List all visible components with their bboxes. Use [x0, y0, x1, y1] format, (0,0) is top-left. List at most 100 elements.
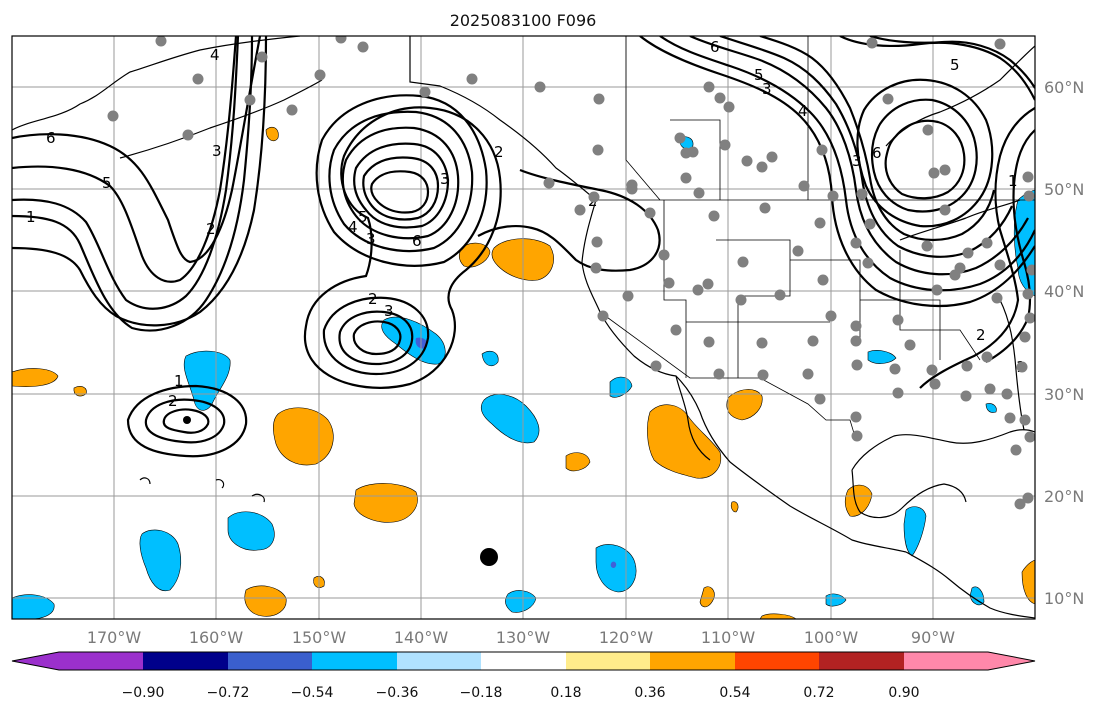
station-marker — [574, 204, 586, 216]
colorbar-ticks: −0.90 −0.72 −0.54 −0.36 −0.18 0.18 0.36 … — [122, 685, 920, 701]
station-marker — [650, 360, 662, 372]
station-marker — [719, 139, 731, 151]
lon-label: 120°W — [599, 628, 654, 647]
lon-label: 170°W — [87, 628, 142, 647]
contour-label: 4 — [210, 46, 220, 64]
contour-label: 4 — [348, 218, 358, 236]
contour-label: 2 — [168, 392, 178, 410]
station-marker — [939, 204, 951, 216]
station-marker — [357, 41, 369, 53]
station-marker — [949, 269, 961, 281]
lat-label: 20°N — [1044, 487, 1084, 506]
colorbar-outline — [11, 651, 1036, 671]
station-marker — [592, 144, 604, 156]
station-marker — [766, 151, 778, 163]
colorbar-segments — [59, 652, 988, 670]
contour-label: 3 — [384, 302, 394, 320]
colorbar-min-arrow — [12, 652, 59, 670]
colorbar-tick: −0.72 — [207, 685, 250, 701]
colorbar-segment — [904, 652, 988, 670]
contour-label: 3 — [852, 152, 862, 170]
station-marker — [713, 368, 725, 380]
station-marker — [622, 290, 634, 302]
colorbar-tick: 0.18 — [550, 685, 581, 701]
station-marker — [807, 335, 819, 347]
political-borders — [596, 36, 1035, 441]
contour-label: 1 — [174, 372, 184, 390]
station-marker — [703, 81, 715, 93]
contour-label: 3 — [440, 170, 450, 188]
lat-label: 40°N — [1044, 282, 1084, 301]
station-marker — [714, 92, 726, 104]
station-marker — [693, 187, 705, 199]
station-marker — [1022, 288, 1034, 300]
station-marker — [107, 110, 119, 122]
contour-label: 6 — [872, 144, 882, 162]
station-marker — [981, 351, 993, 363]
colorbar-tick: 0.90 — [888, 685, 919, 701]
station-marker — [757, 369, 769, 381]
station-marker — [1016, 361, 1028, 373]
contour-label: 5 — [102, 174, 112, 192]
station-markers — [107, 36, 1035, 510]
lon-label: 160°W — [189, 628, 244, 647]
contour-label: 2 — [976, 326, 986, 344]
colorbar-tick: −0.90 — [122, 685, 165, 701]
figure-title: 2025083100 F096 — [450, 11, 597, 30]
contour-label: 6 — [412, 232, 422, 250]
colorbar-segment — [566, 652, 650, 670]
station-marker — [674, 132, 686, 144]
station-marker — [991, 292, 1003, 304]
station-marker — [591, 236, 603, 248]
colorbar-max-arrow — [988, 652, 1035, 670]
lat-label: 30°N — [1044, 385, 1084, 404]
station-marker — [644, 207, 656, 219]
station-marker — [419, 86, 431, 98]
station-marker — [866, 37, 878, 49]
station-marker — [981, 237, 993, 249]
station-marker — [626, 179, 638, 191]
station-marker — [939, 164, 951, 176]
station-marker — [961, 360, 973, 372]
colorbar-segment — [650, 652, 735, 670]
station-marker — [926, 364, 938, 376]
contour-label: 2 — [368, 290, 378, 308]
longitude-labels: 170°W 160°W 150°W 140°W 130°W 120°W 110°… — [87, 628, 955, 647]
station-marker — [1024, 312, 1035, 324]
station-marker — [850, 411, 862, 423]
station-marker — [335, 36, 347, 44]
station-marker — [864, 218, 876, 230]
station-marker — [286, 104, 298, 116]
latitude-labels: 60°N 50°N 40°N 30°N 20°N 10°N — [1044, 78, 1084, 608]
station-marker — [851, 430, 863, 442]
lon-label: 90°W — [911, 628, 955, 647]
station-marker — [960, 390, 972, 402]
station-marker — [904, 339, 916, 351]
station-marker — [850, 335, 862, 347]
map-area: 6 5 1 2 3 4 2 3 6 5 4 3 2 3 1 2 2 3 6 5 … — [12, 36, 1035, 619]
station-marker — [817, 274, 829, 286]
station-marker — [882, 93, 894, 105]
contour-label: 5 — [950, 56, 960, 74]
station-marker — [1010, 444, 1022, 456]
station-marker — [1024, 431, 1035, 443]
lon-label: 110°W — [701, 628, 756, 647]
station-marker — [680, 172, 692, 184]
station-marker — [741, 155, 753, 167]
station-marker — [994, 259, 1006, 271]
station-marker — [850, 237, 862, 249]
station-marker — [929, 378, 941, 390]
station-marker — [931, 284, 943, 296]
contour-label: 1 — [26, 208, 36, 226]
station-marker — [1026, 264, 1035, 276]
lon-label: 140°W — [394, 628, 449, 647]
lon-label: 100°W — [804, 628, 859, 647]
station-marker — [814, 393, 826, 405]
station-marker — [756, 161, 768, 173]
colorbar-tick: 0.36 — [634, 685, 665, 701]
station-marker — [1022, 171, 1034, 183]
station-marker — [928, 167, 940, 179]
contour-label: 5 — [754, 66, 764, 84]
station-marker — [892, 387, 904, 399]
